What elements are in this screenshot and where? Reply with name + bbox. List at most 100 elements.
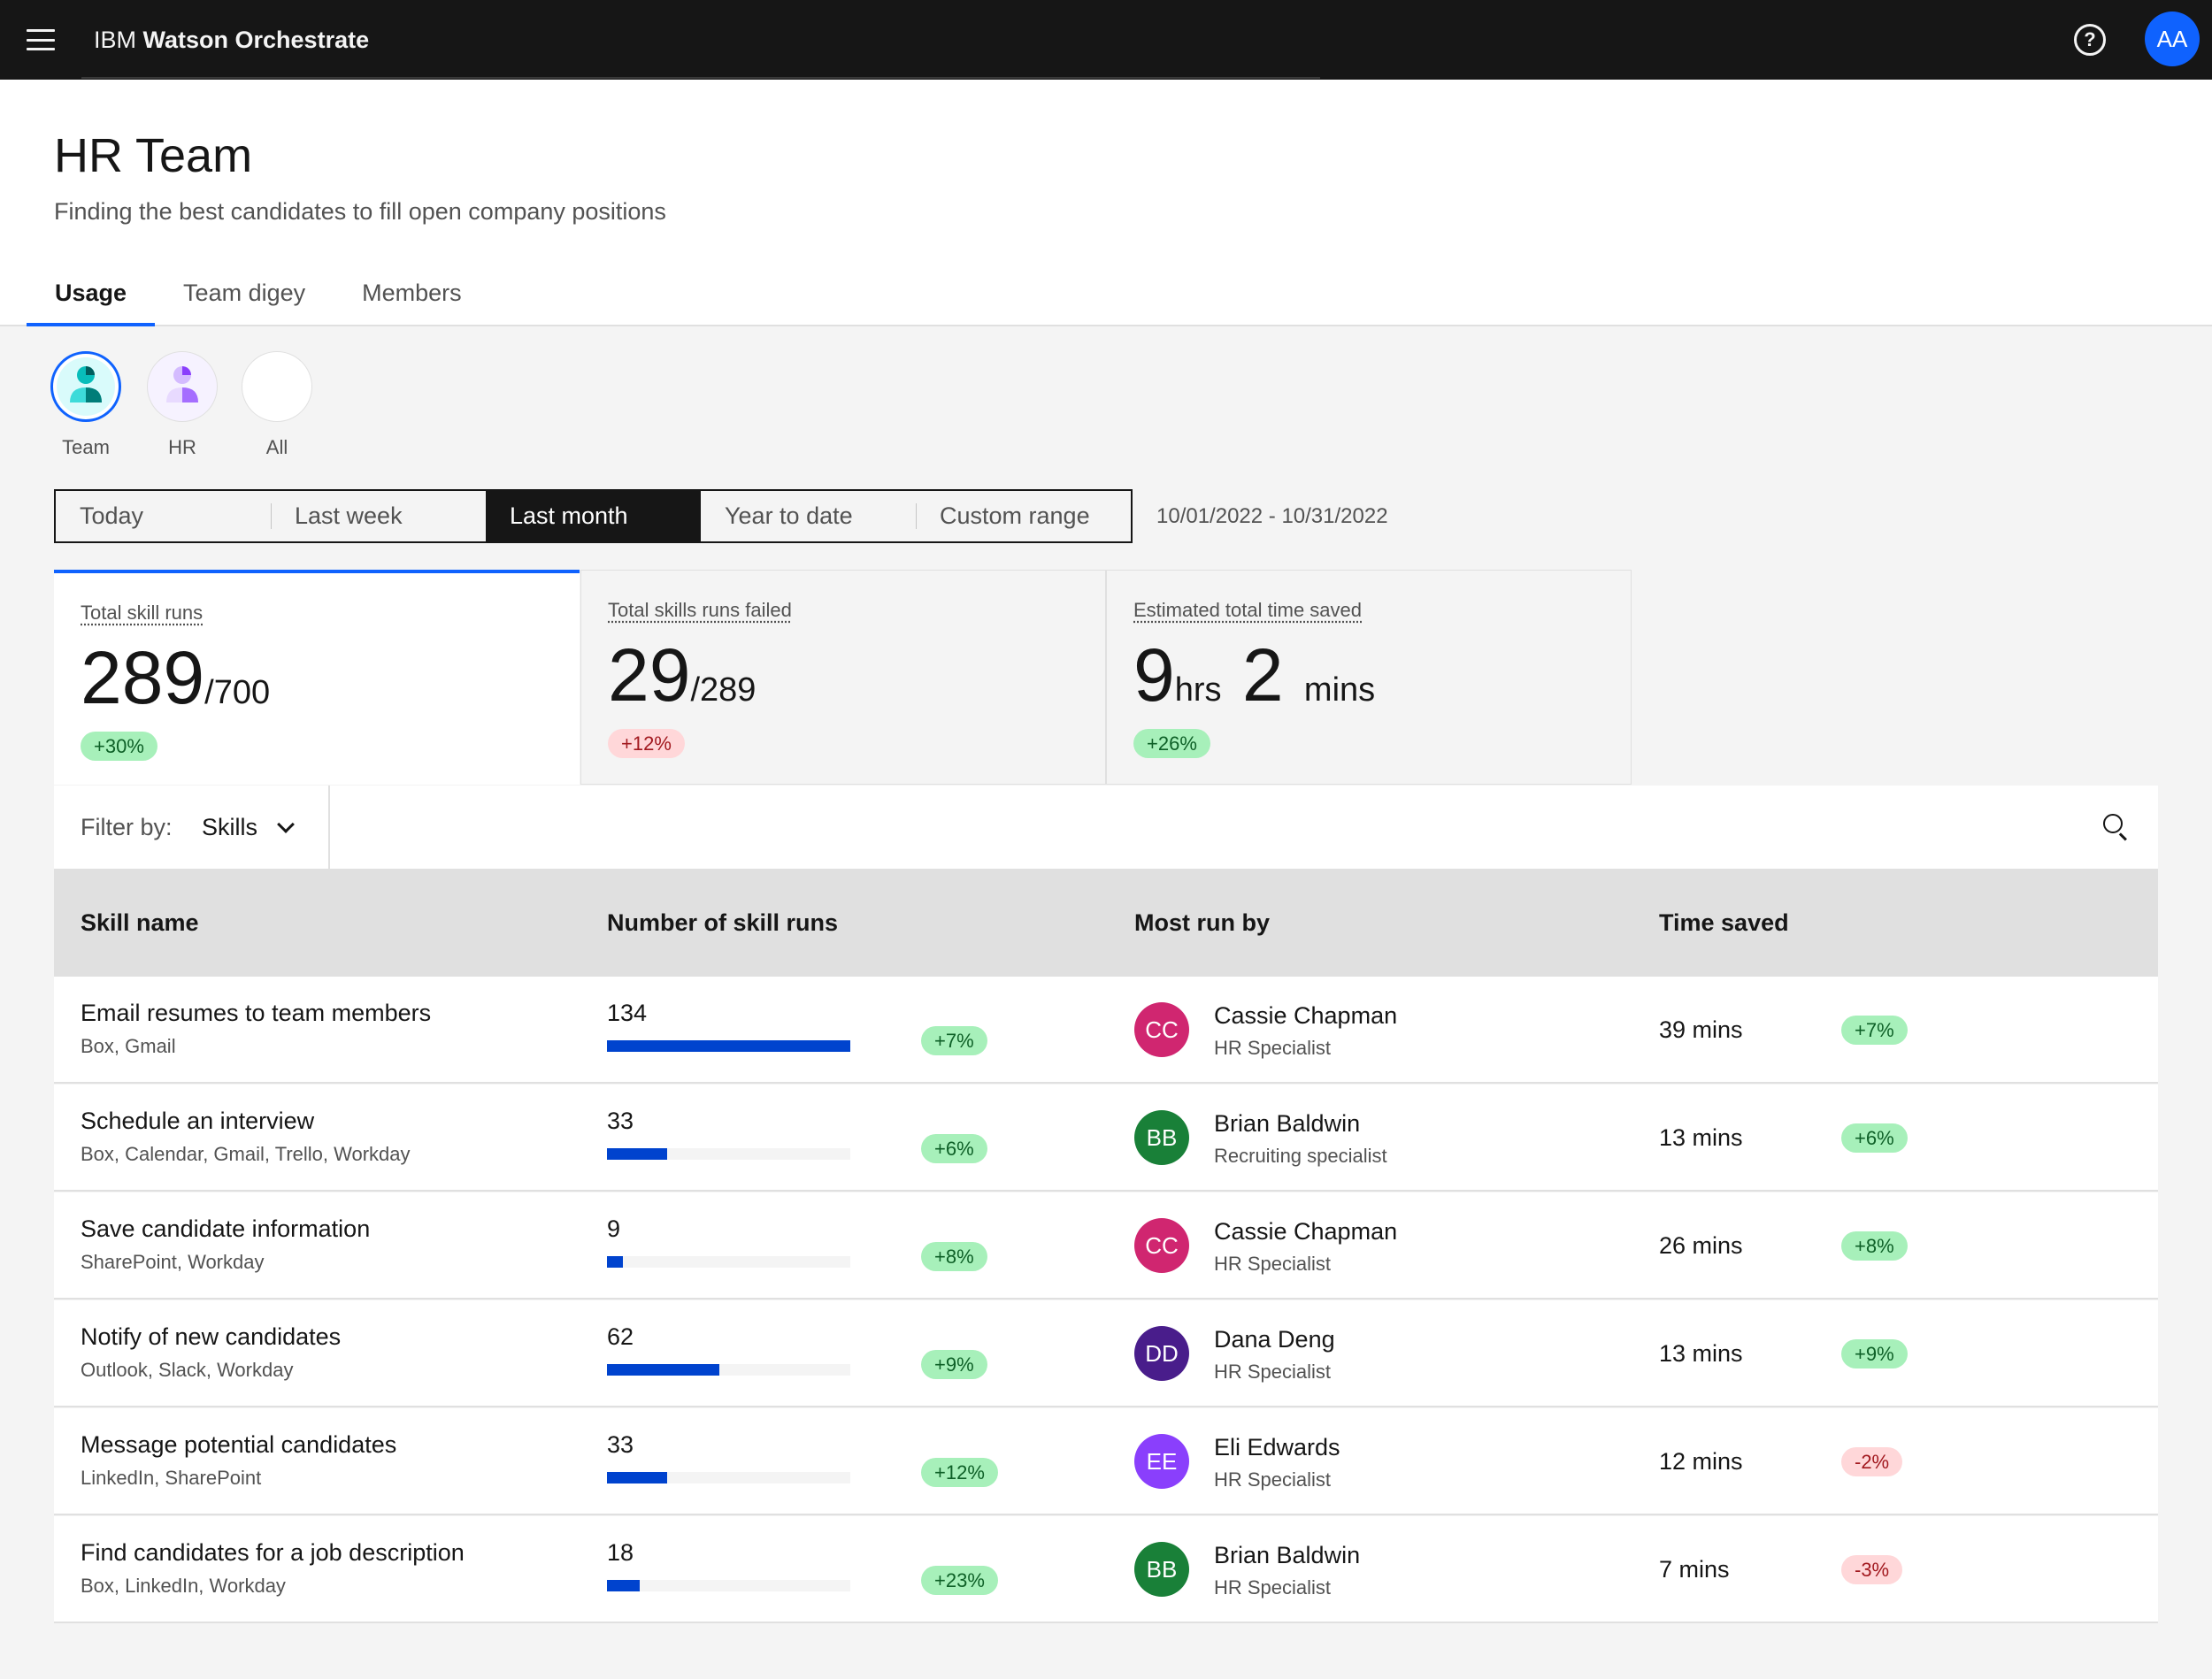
metric-card-skill-runs-failed[interactable]: Total skills runs failed 29/289 +12% xyxy=(580,570,1106,785)
page-title: HR Team xyxy=(54,129,253,182)
date-option-custom-range[interactable]: Custom range xyxy=(916,491,1131,541)
metric-number: 289 xyxy=(81,636,205,719)
persona-team[interactable]: Team xyxy=(50,351,121,459)
filter-dropdown[interactable]: Filter by: Skills xyxy=(54,786,330,869)
app-brand[interactable]: IBM Watson Orchestrate xyxy=(94,0,369,80)
time-saved-change-badge: +9% xyxy=(1841,1339,1908,1368)
tab-members[interactable]: Members xyxy=(334,265,490,326)
skill-runs-bar-fill xyxy=(607,1472,667,1484)
skill-name[interactable]: Email resumes to team members xyxy=(81,1000,432,1026)
column-header-time-saved[interactable]: Time saved xyxy=(1659,909,1789,936)
person-name: Brian Baldwin xyxy=(1214,1110,1361,1137)
persona-label: Team xyxy=(62,436,110,458)
time-saved: 12 mins xyxy=(1659,1448,1743,1475)
person-name: Dana Deng xyxy=(1214,1326,1335,1353)
time-saved: 13 mins xyxy=(1659,1340,1743,1367)
runs-change-badge: +23% xyxy=(921,1566,998,1595)
table-row[interactable]: Message potential candidates LinkedIn, Sh… xyxy=(54,1408,2158,1515)
hamburger-menu-icon[interactable] xyxy=(27,27,55,53)
time-saved-change-badge: -3% xyxy=(1841,1555,1903,1584)
skill-apps: Box, LinkedIn, Workday xyxy=(81,1575,286,1597)
skill-runs-bar xyxy=(607,1148,850,1160)
metric-card-time-saved[interactable]: Estimated total time saved 9hrs 2 mins +… xyxy=(1106,570,1632,785)
brand-prefix: IBM xyxy=(94,27,137,53)
table-row[interactable]: Save candidate information SharePoint, Wo… xyxy=(54,1192,2158,1300)
top-navigation-bar: IBM Watson Orchestrate ? AA xyxy=(0,0,2212,80)
chevron-down-icon[interactable] xyxy=(277,816,295,833)
date-option-today[interactable]: Today xyxy=(80,502,144,529)
skill-run-count: 9 xyxy=(607,1215,621,1242)
page-header: HR Team Finding the best candidates to f… xyxy=(0,80,2212,326)
skill-name[interactable]: Message potential candidates xyxy=(81,1431,397,1458)
date-option-last-week[interactable]: Last week xyxy=(271,491,486,541)
avatar: EE xyxy=(1134,1434,1189,1489)
tab-team-digey[interactable]: Team digey xyxy=(155,265,334,326)
topbar-divider xyxy=(81,77,1320,79)
team-persona-icon xyxy=(50,351,121,422)
avatar: BB xyxy=(1134,1110,1189,1165)
person-name: Cassie Chapman xyxy=(1214,1002,1398,1029)
person-role: HR Specialist xyxy=(1214,1361,1332,1383)
person-role: HR Specialist xyxy=(1214,1037,1332,1059)
metric-card-total-skill-runs[interactable]: Total skill runs 289/700 +30% xyxy=(54,570,580,785)
filter-value[interactable]: Skills xyxy=(202,814,258,840)
skill-apps: LinkedIn, SharePoint xyxy=(81,1467,262,1489)
person-name: Brian Baldwin xyxy=(1214,1542,1361,1568)
user-avatar[interactable]: AA xyxy=(2145,12,2200,66)
time-saved-change-badge: +6% xyxy=(1841,1123,1908,1153)
table-toolbar: Filter by: Skills xyxy=(54,786,2158,869)
table-row[interactable]: Schedule an interview Box, Calendar, Gmai… xyxy=(54,1085,2158,1192)
column-header-most-run-by[interactable]: Most run by xyxy=(1134,909,1270,936)
persona-all[interactable]: All xyxy=(242,351,312,459)
tab-usage[interactable]: Usage xyxy=(27,265,156,326)
skill-name[interactable]: Save candidate information xyxy=(81,1215,371,1242)
date-option-last-month[interactable]: Last month xyxy=(486,491,701,541)
skill-runs-bar-fill xyxy=(607,1580,640,1591)
metric-change-badge: +26% xyxy=(1133,729,1210,758)
persona-hr[interactable]: HR xyxy=(147,351,218,459)
metric-minutes-unit: mins xyxy=(1303,671,1376,709)
table-row[interactable]: Notify of new candidates Outlook, Slack, … xyxy=(54,1300,2158,1407)
skill-run-count: 18 xyxy=(607,1539,634,1566)
date-option-year-to-date[interactable]: Year to date xyxy=(725,502,853,529)
runs-change-badge: +6% xyxy=(921,1134,987,1163)
tab-list: Usage Team digey Members xyxy=(27,265,490,326)
person-name: Eli Edwards xyxy=(1214,1434,1340,1460)
skill-runs-bar xyxy=(607,1580,850,1591)
avatar: CC xyxy=(1134,1218,1189,1273)
column-header-skill-runs[interactable]: Number of skill runs xyxy=(607,909,839,936)
skill-runs-bar-fill xyxy=(607,1256,623,1268)
time-saved: 39 mins xyxy=(1659,1016,1743,1043)
person-role: HR Specialist xyxy=(1214,1576,1332,1598)
skill-runs-bar-fill xyxy=(607,1364,719,1376)
metric-suffix: /289 xyxy=(690,671,757,709)
metric-label: Estimated total time saved xyxy=(1133,599,1363,621)
metric-hours: 9 xyxy=(1133,633,1175,717)
metric-label: Total skill runs xyxy=(81,602,204,624)
person-role: Recruiting specialist xyxy=(1214,1145,1387,1167)
search-icon[interactable] xyxy=(2103,814,2130,841)
time-saved: 7 mins xyxy=(1659,1556,1730,1583)
persona-label: HR xyxy=(168,436,196,458)
skill-run-count: 134 xyxy=(607,1000,648,1026)
help-icon[interactable]: ? xyxy=(2074,24,2106,56)
person-role: HR Specialist xyxy=(1214,1253,1332,1275)
table-row[interactable]: Email resumes to team members Box, Gmail 1… xyxy=(54,977,2158,1084)
hr-persona-icon xyxy=(147,351,218,422)
skill-run-count: 62 xyxy=(607,1323,634,1350)
person-role: HR Specialist xyxy=(1214,1468,1332,1491)
time-saved-change-badge: +7% xyxy=(1841,1016,1908,1045)
skill-run-count: 33 xyxy=(607,1108,634,1134)
skill-name[interactable]: Notify of new candidates xyxy=(81,1323,342,1350)
skill-name[interactable]: Schedule an interview xyxy=(81,1108,315,1134)
skill-runs-bar-fill xyxy=(607,1148,667,1160)
metric-change-badge: +30% xyxy=(81,732,157,761)
runs-change-badge: +8% xyxy=(921,1242,987,1271)
skill-runs-bar xyxy=(607,1364,850,1376)
table-row[interactable]: Find candidates for a job description Box… xyxy=(54,1516,2158,1623)
time-saved: 26 mins xyxy=(1659,1232,1743,1259)
page-subtitle: Finding the best candidates to fill open… xyxy=(54,198,666,225)
skill-name[interactable]: Find candidates for a job description xyxy=(81,1539,465,1566)
metric-change-badge: +12% xyxy=(608,729,685,758)
column-header-skill-name[interactable]: Skill name xyxy=(81,909,199,936)
